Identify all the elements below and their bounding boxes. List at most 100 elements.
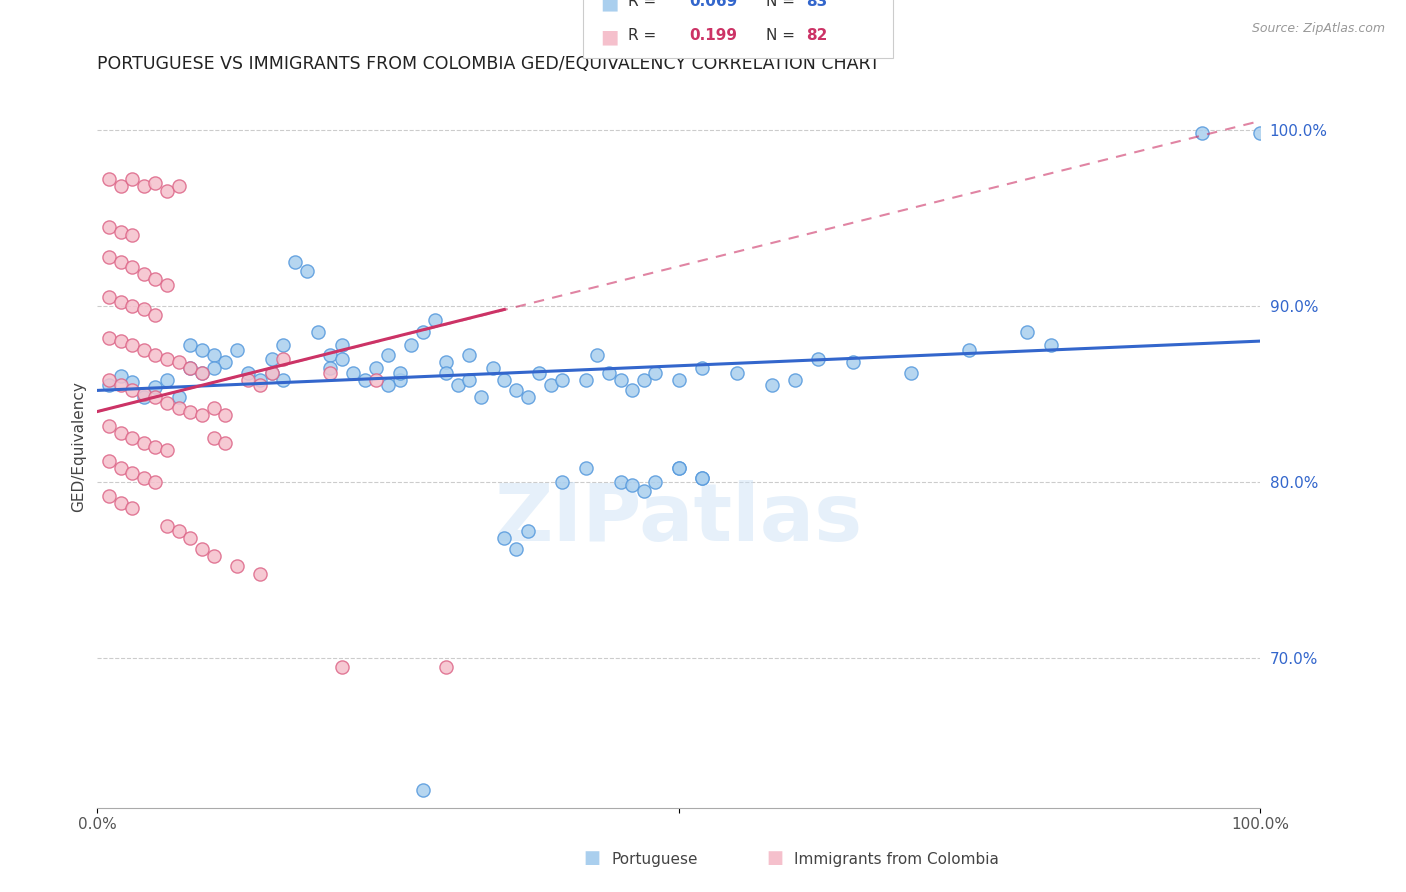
Point [494, 373, 516, 387]
Point [260, 366, 283, 380]
Point [249, 566, 271, 581]
Text: ■: ■ [583, 849, 600, 867]
Point [179, 360, 201, 375]
Point [527, 366, 550, 380]
Y-axis label: GED/Equivalency: GED/Equivalency [72, 381, 86, 512]
Point [690, 471, 713, 485]
Point [690, 471, 713, 485]
Point [145, 475, 167, 489]
Text: 82: 82 [806, 28, 827, 43]
Point [319, 366, 342, 380]
Point [423, 313, 446, 327]
Point [668, 373, 690, 387]
Point [249, 373, 271, 387]
Point [202, 549, 225, 563]
Text: R =: R = [628, 0, 662, 9]
Point [366, 373, 388, 387]
Point [388, 373, 411, 387]
Point [145, 380, 167, 394]
Point [214, 436, 236, 450]
Point [156, 443, 179, 458]
Point [98, 489, 121, 503]
Text: 0.199: 0.199 [689, 28, 737, 43]
Point [494, 531, 516, 545]
Point [191, 366, 214, 380]
Point [156, 277, 179, 292]
Point [156, 373, 179, 387]
Point [214, 355, 236, 369]
Point [98, 250, 121, 264]
Point [284, 255, 307, 269]
Point [121, 228, 143, 243]
Point [551, 475, 574, 489]
Point [110, 295, 132, 310]
Point [260, 351, 283, 366]
Point [179, 531, 201, 545]
Text: Source: ZipAtlas.com: Source: ZipAtlas.com [1251, 22, 1385, 36]
Point [621, 478, 644, 492]
Point [202, 360, 225, 375]
Point [401, 337, 423, 351]
Point [132, 387, 155, 401]
Point [644, 366, 666, 380]
Point [98, 378, 121, 392]
Point [167, 391, 190, 405]
Point [110, 225, 132, 239]
Point [132, 436, 155, 450]
Point [98, 290, 121, 304]
Point [225, 343, 247, 357]
Text: ■: ■ [766, 849, 783, 867]
Point [110, 425, 132, 440]
Point [330, 660, 353, 674]
Text: 0.069: 0.069 [689, 0, 737, 9]
Point [238, 366, 260, 380]
Point [145, 440, 167, 454]
Point [505, 541, 527, 556]
Point [273, 373, 295, 387]
Point [260, 366, 283, 380]
Point [191, 541, 214, 556]
Point [121, 384, 143, 398]
Point [575, 373, 598, 387]
Text: N =: N = [766, 28, 800, 43]
Point [470, 391, 492, 405]
Point [330, 351, 353, 366]
Point [273, 351, 295, 366]
Point [319, 360, 342, 375]
Point [191, 408, 214, 422]
Point [783, 373, 806, 387]
Point [121, 375, 143, 389]
Point [202, 431, 225, 445]
Point [191, 343, 214, 357]
Point [668, 461, 690, 475]
Text: 83: 83 [806, 0, 827, 9]
Text: N =: N = [766, 0, 800, 9]
Point [1039, 337, 1062, 351]
Point [214, 408, 236, 422]
Point [575, 461, 598, 475]
Point [132, 343, 155, 357]
Point [132, 391, 155, 405]
Point [191, 366, 214, 380]
Point [132, 267, 155, 281]
Point [179, 360, 201, 375]
Point [644, 475, 666, 489]
Point [586, 348, 609, 362]
Point [1249, 126, 1271, 140]
Text: ■: ■ [600, 28, 619, 46]
Point [957, 343, 980, 357]
Point [668, 461, 690, 475]
Point [145, 272, 167, 286]
Point [145, 391, 167, 405]
Point [551, 373, 574, 387]
Point [633, 483, 655, 498]
Point [179, 404, 201, 418]
Text: Immigrants from Colombia: Immigrants from Colombia [794, 852, 1000, 867]
Point [98, 454, 121, 468]
Point [110, 369, 132, 384]
Point [412, 326, 434, 340]
Point [110, 461, 132, 475]
Point [202, 401, 225, 415]
Point [110, 496, 132, 510]
Point [447, 378, 470, 392]
